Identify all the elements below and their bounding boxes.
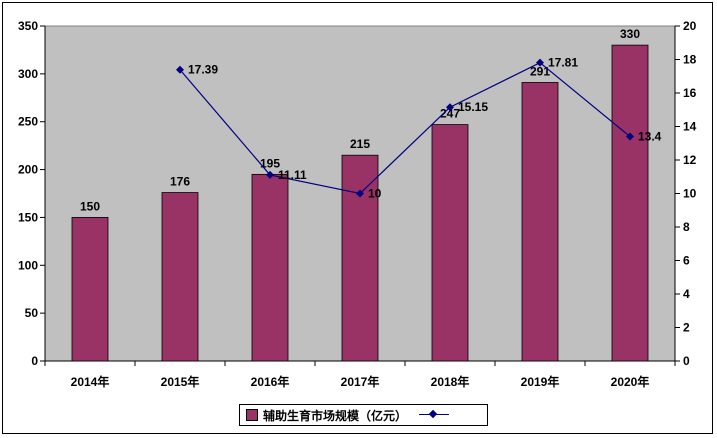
bar	[611, 44, 649, 362]
left-axis-tick-label: 0	[31, 354, 38, 368]
right-axis-tick-label: 18	[683, 53, 697, 67]
line-marker	[176, 65, 184, 74]
line-marker	[626, 132, 634, 141]
left-axis-tick-label: 300	[18, 67, 38, 81]
right-axis-tick-label: 0	[683, 354, 690, 368]
bar-data-label: 291	[530, 64, 550, 78]
line-marker	[266, 170, 274, 179]
bar	[71, 217, 109, 362]
left-axis-tick-label: 350	[18, 19, 38, 33]
left-axis-tick-label: 200	[18, 163, 38, 177]
bar	[251, 173, 289, 362]
right-axis-tick-label: 8	[683, 220, 690, 234]
bar-data-label: 150	[80, 199, 100, 213]
x-axis-tick-label: 2020年	[611, 374, 650, 389]
left-axis-tick-label: 100	[18, 258, 38, 272]
x-axis-tick-label: 2018年	[431, 374, 470, 389]
right-axis-tick-label: 20	[683, 19, 697, 33]
x-axis-tick-label: 2019年	[521, 374, 560, 389]
x-axis-tick-label: 2015年	[161, 374, 200, 389]
line-data-label: 13.4	[638, 130, 662, 144]
line-marker	[356, 189, 364, 198]
right-axis-tick-label: 16	[683, 86, 697, 100]
legend: 辅助生育市场规模（亿元）	[239, 404, 488, 426]
bar	[431, 124, 469, 362]
left-axis-tick-label: 50	[25, 306, 39, 320]
line-data-label: 17.81	[548, 56, 578, 70]
bar	[161, 192, 199, 362]
bar-data-label: 330	[620, 27, 640, 41]
line-data-label: 10	[368, 187, 382, 201]
x-axis-tick-label: 2014年	[71, 374, 110, 389]
bar-data-label: 247	[440, 107, 460, 121]
right-axis-tick-label: 4	[683, 287, 690, 301]
line-data-label: 17.39	[188, 63, 218, 77]
line-data-label: 11.11	[278, 168, 307, 182]
x-axis-tick-label: 2017年	[341, 374, 380, 389]
right-axis-tick-label: 12	[683, 153, 697, 167]
bar-data-label: 215	[350, 137, 370, 151]
right-axis-tick-label: 6	[683, 254, 690, 268]
legend-bar-swatch	[246, 409, 258, 421]
left-axis-tick-label: 250	[18, 115, 38, 129]
line-marker	[446, 103, 454, 112]
legend-bar-label: 辅助生育市场规模（亿元）	[263, 408, 408, 423]
left-axis-tick-label: 150	[18, 210, 38, 224]
right-axis-tick-label: 14	[683, 120, 697, 134]
x-axis-tick-label: 2016年	[251, 374, 290, 389]
right-axis-tick-label: 2	[683, 321, 690, 335]
line-series	[179, 61, 631, 195]
line-data-label: 15.15	[458, 100, 488, 114]
bar	[521, 82, 559, 362]
legend-line-key	[419, 410, 450, 420]
bar-data-label: 176	[170, 175, 190, 189]
line-marker	[536, 58, 544, 67]
bar-data-label: 195	[260, 156, 280, 170]
right-axis-tick-label: 10	[683, 187, 697, 201]
